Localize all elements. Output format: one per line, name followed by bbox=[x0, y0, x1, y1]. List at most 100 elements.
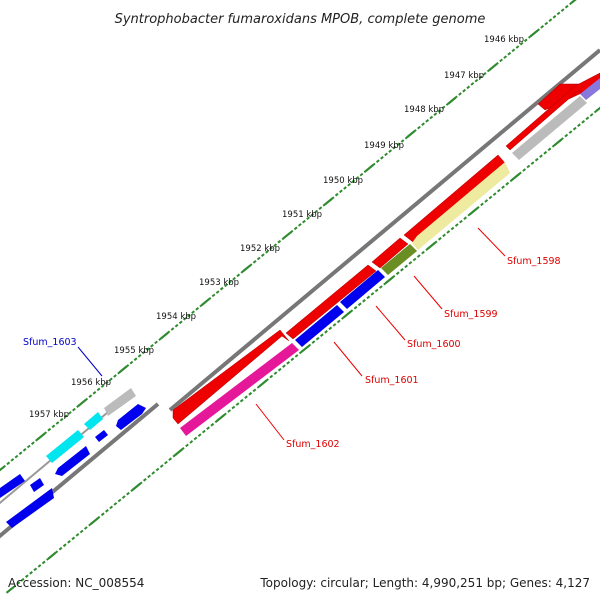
major-tick bbox=[201, 298, 210, 306]
gene-arrow-olive[interactable] bbox=[381, 244, 417, 275]
gene-arrow-red[interactable] bbox=[285, 264, 377, 340]
gene-arrow-slate[interactable] bbox=[580, 78, 600, 100]
minor-tick bbox=[395, 271, 400, 276]
minor-tick bbox=[496, 188, 501, 193]
minor-tick bbox=[159, 464, 164, 468]
minor-tick bbox=[79, 529, 84, 534]
minor-tick bbox=[26, 444, 31, 449]
minor-tick bbox=[408, 261, 413, 265]
minor-tick bbox=[33, 567, 38, 572]
gene-arrow-blue[interactable] bbox=[340, 270, 385, 309]
gene-label-sfum-1602[interactable]: Sfum_1602 bbox=[286, 439, 340, 450]
minor-tick bbox=[100, 512, 105, 517]
minor-tick bbox=[462, 88, 466, 93]
major-tick bbox=[132, 483, 141, 491]
gene-arrow-blue[interactable] bbox=[116, 404, 146, 430]
minor-tick bbox=[341, 316, 345, 320]
minor-tick bbox=[463, 216, 468, 220]
minor-tick bbox=[540, 25, 545, 29]
minor-tick bbox=[104, 380, 109, 385]
minor-tick bbox=[425, 119, 430, 123]
gene-arrow-magenta[interactable] bbox=[180, 343, 299, 436]
kbp-label: 1953 kbp bbox=[199, 278, 239, 288]
gene-label-sfum-1603[interactable]: Sfum_1603 bbox=[23, 337, 77, 348]
minor-tick bbox=[59, 417, 64, 422]
minor-tick bbox=[174, 323, 179, 328]
minor-tick bbox=[286, 361, 291, 365]
gene-arrow-red[interactable] bbox=[172, 329, 290, 425]
minor-tick bbox=[281, 236, 286, 241]
minor-tick bbox=[437, 237, 442, 241]
gene-label-sfum-1599[interactable]: Sfum_1599 bbox=[444, 309, 498, 320]
minor-tick bbox=[133, 357, 138, 361]
minor-tick bbox=[41, 560, 46, 565]
major-tick bbox=[5, 586, 15, 594]
major-tick bbox=[90, 517, 99, 525]
minor-tick bbox=[63, 414, 68, 419]
gene-arrow-blue[interactable] bbox=[30, 478, 44, 492]
minor-tick bbox=[248, 391, 253, 396]
minor-tick bbox=[88, 394, 93, 398]
minor-tick bbox=[150, 344, 154, 348]
major-tick bbox=[36, 432, 46, 441]
gene-arrow-red[interactable] bbox=[371, 237, 409, 269]
gene-arrow-cyan[interactable] bbox=[46, 430, 84, 463]
minor-tick bbox=[501, 185, 505, 189]
major-tick bbox=[324, 197, 333, 206]
minor-tick bbox=[523, 38, 528, 43]
minor-tick bbox=[530, 161, 535, 165]
gene-arrow-blue[interactable] bbox=[95, 430, 108, 442]
minor-tick bbox=[88, 522, 92, 527]
map-title: Syntrophobacter fumaroxidans MPOB, compl… bbox=[115, 12, 486, 27]
minor-tick bbox=[277, 367, 282, 372]
minor-tick bbox=[67, 411, 72, 415]
major-tick bbox=[406, 130, 415, 138]
minor-tick bbox=[400, 268, 404, 272]
gene-arrow-gray[interactable] bbox=[512, 96, 587, 160]
major-tick bbox=[570, 0, 577, 4]
minor-tick bbox=[55, 421, 60, 425]
minor-tick bbox=[328, 326, 333, 331]
gene-arrow-cyan[interactable] bbox=[84, 412, 103, 430]
minor-tick bbox=[155, 467, 160, 472]
minor-tick bbox=[154, 340, 158, 345]
minor-tick bbox=[29, 571, 33, 575]
minor-tick bbox=[227, 409, 232, 413]
minor-tick bbox=[315, 336, 320, 341]
gene-arrow-blue[interactable] bbox=[55, 446, 90, 476]
minor-tick bbox=[322, 203, 327, 207]
minor-tick bbox=[71, 536, 76, 541]
gene-arrow-gray[interactable] bbox=[104, 388, 136, 416]
minor-tick bbox=[564, 4, 569, 9]
gene-arrow-blue[interactable] bbox=[295, 305, 344, 347]
minor-tick bbox=[16, 581, 21, 585]
gene-label-sfum-1598[interactable]: Sfum_1598 bbox=[507, 256, 561, 267]
minor-tick bbox=[24, 574, 29, 578]
minor-tick bbox=[534, 157, 539, 162]
gene-label-sfum-1601[interactable]: Sfum_1601 bbox=[365, 375, 419, 386]
gene-arrow-red[interactable] bbox=[505, 72, 600, 151]
kbp-label: 1949 kbp bbox=[364, 141, 404, 151]
minor-tick bbox=[14, 454, 19, 459]
minor-tick bbox=[236, 273, 241, 278]
gene-arrow-blue[interactable] bbox=[0, 474, 25, 498]
minor-tick bbox=[265, 250, 269, 254]
minor-tick bbox=[142, 478, 147, 482]
gene-arrow-khaki[interactable] bbox=[412, 162, 510, 250]
major-tick bbox=[119, 365, 128, 373]
gene-label-sfum-1600[interactable]: Sfum_1600 bbox=[407, 339, 461, 350]
left-cluster-genes bbox=[0, 388, 146, 528]
minor-tick bbox=[388, 149, 393, 153]
minor-tick bbox=[129, 360, 134, 365]
kbp-label: 1956 kbp bbox=[71, 378, 111, 388]
minor-tick bbox=[252, 388, 257, 393]
minor-tick bbox=[543, 150, 548, 155]
minor-tick bbox=[273, 371, 278, 375]
minor-tick bbox=[30, 441, 35, 445]
minor-tick bbox=[121, 495, 126, 499]
minor-tick bbox=[400, 139, 405, 143]
minor-tick bbox=[47, 427, 52, 432]
minor-tick bbox=[113, 374, 117, 378]
gene-arrow-blue[interactable] bbox=[6, 488, 54, 528]
minor-tick bbox=[488, 195, 493, 200]
